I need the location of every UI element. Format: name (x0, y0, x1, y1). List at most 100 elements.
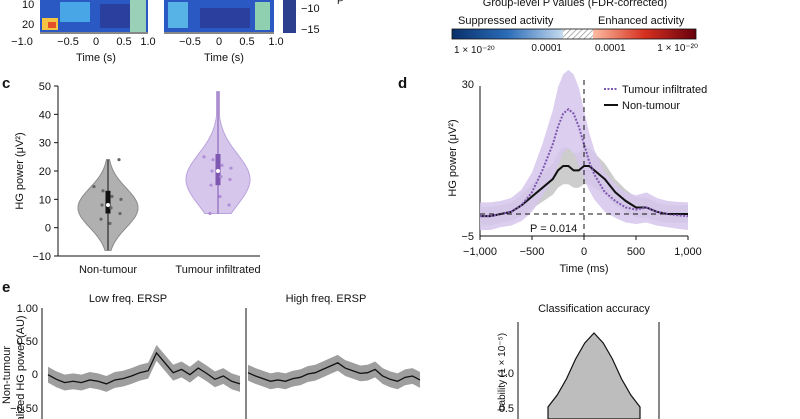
y-tick-label: 40 (39, 109, 51, 121)
row-label: Non-tumour (1, 346, 13, 404)
panel-title: High freq. ERSP (286, 293, 367, 305)
data-point (99, 217, 103, 221)
line-tumour (480, 107, 689, 218)
data-point (101, 189, 105, 193)
x-axis-label: Time (s) (76, 52, 116, 64)
data-point (119, 197, 123, 201)
data-point (209, 183, 213, 187)
ersp-line (47, 351, 241, 385)
data-point (100, 203, 104, 207)
panel-d: d HG power (μV²) 30 −5 −1,000 −500 0 500 1,0… (398, 69, 707, 275)
x-tick: 0 (93, 36, 99, 48)
y-tick: −5 (461, 231, 474, 243)
x-tick: 1.0 (140, 36, 155, 48)
y-tick-label: 0 (45, 223, 51, 235)
data-point (227, 203, 231, 207)
y-axis-label: HG power (μV²) (14, 132, 26, 209)
data-point (92, 184, 96, 189)
x-tick: −0.5 (179, 36, 201, 48)
x-axis-label: Time (s) (204, 52, 244, 64)
data-point (118, 211, 122, 216)
p-value-colorbar-blue (452, 29, 563, 39)
y-tick: 30 (462, 79, 474, 91)
scale-tick: 0.0001 (595, 43, 626, 54)
x-tick-label: 0 (581, 246, 587, 258)
data-point (228, 177, 232, 182)
p-value-colorbar-hatch (563, 29, 593, 39)
scale-tick: 1 × 10⁻²⁰ (657, 43, 698, 54)
y-tick: 0 (32, 369, 38, 381)
panel-e: e Low freq. ERSP High freq. ERSP Classif… (1, 279, 660, 419)
colorbar (283, 0, 296, 33)
x-tick: 0.5 (239, 36, 254, 48)
enhanced-label: Enhanced activity (598, 15, 685, 27)
category-label: Non-tumour (79, 264, 137, 276)
x-tick: −0.5 (57, 36, 79, 48)
panel-letter: e (2, 279, 10, 296)
tick-y-10: 10 (22, 0, 34, 11)
panel-title: Low freq. ERSP (89, 293, 167, 305)
y-axis-label: HG power (μV²) (447, 119, 459, 196)
legend-title: Group-level P values (FDR-corrected) (483, 0, 667, 9)
x-tick: −1.0 (11, 36, 33, 48)
median-dot (216, 169, 220, 173)
y-tick: 0.50 (17, 336, 38, 348)
p-value-colorbar-red (593, 29, 696, 39)
x-tick: 1.0 (268, 36, 283, 48)
ersp-band (48, 344, 240, 392)
category-label: Tumour infiltrated (175, 264, 260, 276)
y-tick: 0.5 (499, 403, 514, 415)
iqr-box (105, 190, 111, 214)
x-tick: 0.5 (116, 36, 131, 48)
y-tick-label: 50 (39, 81, 51, 93)
y-axis-label: nalized HG power (AU) (15, 315, 27, 419)
band-tumour (480, 69, 688, 230)
y-tick: 1.00 (17, 303, 38, 315)
x-tick-label: 500 (627, 246, 645, 258)
data-point (110, 194, 114, 199)
x-tick-label: 1,000 (674, 246, 702, 258)
x-tick-label: −500 (520, 246, 545, 258)
legend-tumour: Tumour infiltrated (622, 84, 707, 96)
data-point (208, 211, 212, 216)
y-tick-label: 20 (39, 166, 51, 178)
y-tick: 1.0 (499, 368, 514, 380)
scale-tick: 1 × 10⁻²⁰ (454, 45, 495, 56)
data-point (229, 166, 233, 170)
legend-non-tumour: Non-tumour (622, 100, 680, 112)
panel-letter: c (2, 75, 10, 92)
median-dot (106, 203, 110, 207)
ersp-line (247, 362, 421, 382)
y-axis-label: bability (1 × 10⁻⁵) (497, 333, 508, 411)
cbar-tick: −15 (301, 24, 320, 36)
data-point (211, 158, 215, 162)
panel-c: c HG power (μV²) 50 40 30 20 10 0 −10 Non-tumo… (2, 75, 261, 276)
data-point (117, 158, 121, 162)
panel-title: Classification accuracy (538, 303, 650, 315)
data-point (220, 163, 224, 167)
y-tick: −0.50 (10, 403, 38, 415)
data-point (210, 169, 214, 173)
y-tick-label: 10 (39, 194, 51, 206)
y-tick-label: 30 (39, 138, 51, 150)
x-axis-label: Time (ms) (559, 263, 608, 275)
data-point (202, 155, 206, 159)
top-strip: 10 20 −10 −15 P −1.0 −0.5 0 0.5 1.0 −0.5… (11, 0, 698, 64)
ersp-band (248, 354, 420, 390)
data-point (219, 175, 223, 179)
accuracy-distribution (547, 332, 641, 419)
data-point (108, 221, 112, 226)
cbar-tick: −10 (301, 3, 320, 15)
scale-tick: 0.0001 (531, 43, 562, 54)
tick-y-20: 20 (22, 19, 34, 31)
panel-letter: d (398, 75, 407, 92)
x-tick-label: −1,000 (463, 246, 497, 258)
p-value-annotation: P = 0.014 (530, 223, 577, 235)
y-tick-label: −10 (32, 251, 51, 263)
data-point (109, 206, 113, 210)
data-point (218, 194, 222, 199)
cbar-label: P (337, 0, 344, 7)
suppressed-label: Suppressed activity (458, 15, 554, 27)
x-tick: 0 (216, 36, 222, 48)
